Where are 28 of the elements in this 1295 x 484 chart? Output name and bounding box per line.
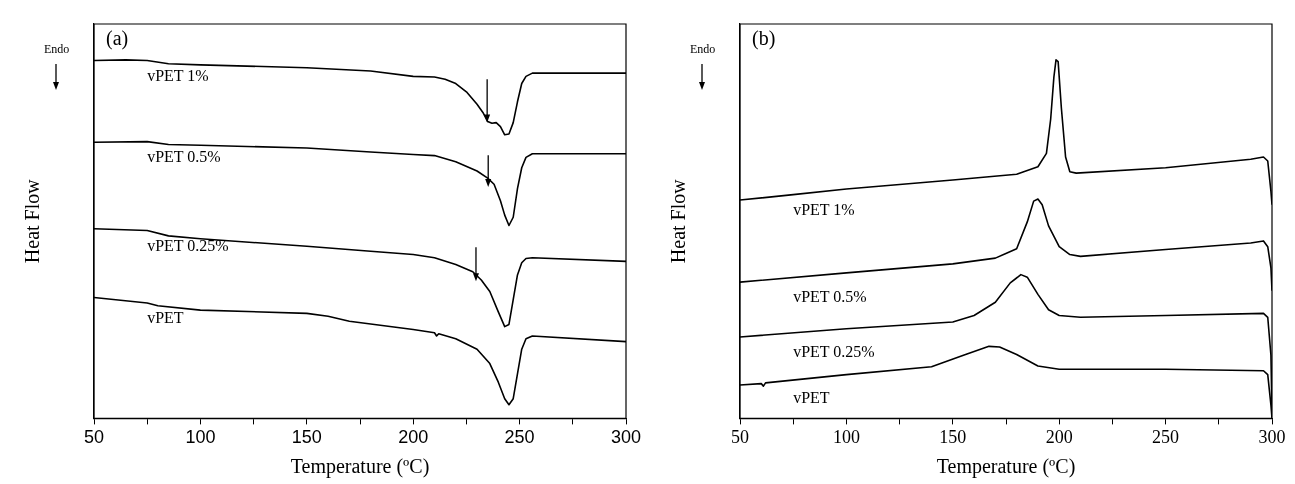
series-label: vPET 0.25% (793, 343, 875, 361)
x-tick-label: 200 (398, 427, 429, 448)
text: (b) (752, 27, 776, 51)
x-tick-label: 100 (832, 426, 860, 447)
x-tick-label: 300 (1258, 426, 1286, 447)
text: Endo (44, 42, 70, 57)
series-label: vPET 0.5% (793, 288, 867, 306)
x-axis-title: Temperature (ºC) (290, 455, 430, 479)
y-axis-title: Heat Flow (667, 178, 690, 264)
text: Endo (690, 42, 716, 57)
x-tick-label: 50 (83, 427, 105, 448)
x-axis-title: Temperature (ºC) (936, 455, 1076, 479)
x-tick-label: 250 (504, 427, 535, 448)
series-label: vPET (793, 389, 830, 407)
x-tick-label: 250 (1152, 426, 1180, 447)
series-label: vPET 1% (147, 66, 209, 84)
x-tick-label: 100 (185, 427, 216, 448)
x-tick-label: 300 (610, 427, 642, 448)
x-tick-label: 50 (731, 426, 749, 447)
y-axis-title: Heat Flow (21, 178, 44, 264)
series-label: vPET 0.5% (147, 147, 221, 165)
x-tick-label: 150 (291, 427, 322, 448)
series-label: vPET (147, 309, 184, 327)
x-tick-label: 150 (939, 426, 967, 447)
series-label: vPET 1% (793, 200, 855, 218)
text: (a) (106, 27, 129, 51)
series-label: vPET 0.25% (147, 236, 229, 254)
x-tick-label: 200 (1045, 426, 1073, 447)
